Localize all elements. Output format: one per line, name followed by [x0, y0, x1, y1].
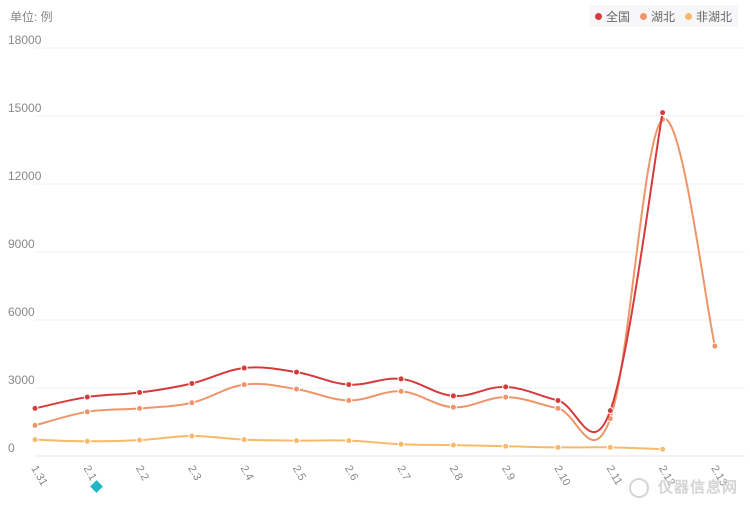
legend-label: 非湖北 [695, 9, 732, 24]
data-point[interactable] [345, 396, 353, 404]
data-point[interactable] [240, 436, 248, 444]
data-point[interactable] [136, 436, 144, 444]
data-point[interactable] [554, 396, 562, 404]
x-tick-label: 2.9 [499, 464, 517, 483]
data-point[interactable] [502, 383, 510, 391]
data-point[interactable] [136, 404, 144, 412]
legend: 全国 湖北 非湖北 [588, 5, 738, 27]
legend-item[interactable]: 全国 [594, 8, 630, 25]
data-point[interactable] [188, 399, 196, 407]
data-point[interactable] [188, 379, 196, 387]
data-point[interactable] [659, 445, 667, 453]
data-point[interactable] [449, 441, 457, 449]
x-axis: 1.31 2.1 2.2 2.3 2.4 2.5 2.6 2.7 2.8 2.9 2.10 2.11 2… [28, 464, 729, 489]
data-point[interactable] [188, 432, 196, 440]
y-tick-label: 6000 [8, 305, 35, 319]
data-point[interactable] [397, 440, 405, 448]
data-point[interactable] [449, 403, 457, 411]
x-tick-label: 1.31 [28, 464, 49, 489]
data-point[interactable] [345, 437, 353, 445]
legend-label: 全国 [605, 9, 630, 24]
x-tick-label: 2.10 [551, 464, 572, 489]
data-point[interactable] [502, 393, 510, 401]
legend-dot-icon [684, 12, 692, 20]
watermark-text: 仪器信息网 [657, 478, 738, 496]
data-point[interactable] [293, 385, 300, 393]
data-point[interactable] [711, 342, 719, 350]
x-tick-label: 2.11 [604, 464, 625, 488]
x-tick-label: 2.3 [185, 464, 203, 483]
watermark: 仪器信息网 [628, 476, 738, 498]
y-tick-label: 9000 [8, 237, 35, 251]
series-line-湖北 [34, 118, 716, 441]
grid-lines [35, 47, 745, 457]
data-point[interactable] [31, 421, 39, 429]
x-tick-label: 2.6 [342, 464, 360, 483]
x-tick-label: 2.2 [133, 464, 151, 483]
legend-dot-icon [594, 12, 602, 20]
data-point[interactable] [606, 443, 614, 451]
data-point[interactable] [397, 387, 405, 395]
data-point[interactable] [240, 364, 248, 372]
y-tick-label: 12000 [8, 169, 42, 183]
data-point[interactable] [83, 408, 91, 416]
data-point[interactable] [83, 393, 91, 401]
data-point[interactable] [293, 437, 300, 445]
x-tick-label: 2.5 [290, 464, 308, 483]
legend-dot-icon [639, 12, 647, 20]
series-group [31, 109, 719, 453]
data-point[interactable] [83, 437, 91, 445]
legend-item[interactable]: 湖北 [639, 8, 675, 25]
data-point[interactable] [606, 407, 614, 415]
x-tick-label: 2.8 [447, 464, 465, 483]
data-point[interactable] [240, 381, 248, 389]
data-point[interactable] [554, 443, 562, 451]
data-point[interactable] [502, 442, 510, 450]
y-tick-label: 0 [8, 441, 15, 455]
y-tick-label: 3000 [8, 373, 35, 387]
data-point[interactable] [31, 436, 39, 444]
y-axis: 0 3000 6000 9000 12000 15000 18000 [8, 33, 42, 455]
unit-label: 单位: 例 [10, 10, 53, 24]
series-line-全国 [34, 112, 664, 433]
data-point[interactable] [449, 392, 457, 400]
data-point[interactable] [31, 404, 39, 412]
watermark-logo-icon [628, 478, 649, 498]
data-point[interactable] [397, 375, 405, 383]
x-tick-label: 2.4 [238, 464, 256, 483]
x-tick-label: 2.7 [395, 464, 413, 483]
data-point[interactable] [293, 368, 300, 376]
legend-label: 湖北 [650, 9, 675, 24]
data-point[interactable] [136, 389, 144, 397]
data-point[interactable] [659, 109, 667, 117]
data-point[interactable] [554, 404, 562, 412]
legend-item[interactable]: 非湖北 [684, 8, 732, 25]
y-tick-label: 18000 [8, 33, 42, 47]
y-tick-label: 15000 [8, 101, 42, 115]
data-point[interactable] [345, 381, 353, 389]
